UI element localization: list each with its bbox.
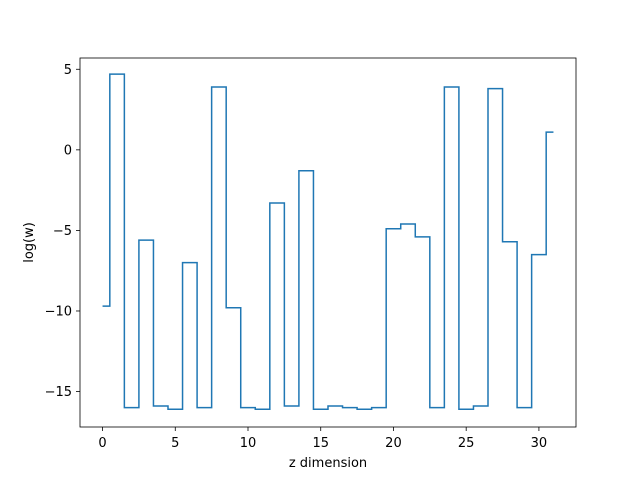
y-tick-label: 0 [64,143,72,158]
x-tick-label: 10 [240,436,257,451]
x-tick-label: 0 [98,436,106,451]
y-tick-label: 5 [64,63,72,78]
y-tick-label: −15 [45,385,72,400]
axes-frame [79,57,577,428]
series-step-line [102,73,554,411]
x-tick-label: 20 [385,436,402,451]
x-tick-label: 30 [531,436,548,451]
y-tick-label: −5 [53,224,72,239]
x-axis-label: z dimension [289,456,367,471]
y-tick-label: −10 [45,304,72,319]
y-axis-label: log(w) [22,222,37,263]
x-axis-ticks: 0 5 10 15 20 25 30 [98,427,547,451]
y-axis-ticks: 5 0 −5 −10 −15 [45,63,80,400]
x-tick-label: 15 [312,436,329,451]
x-tick-label: 25 [458,436,475,451]
x-tick-label: 5 [171,436,179,451]
